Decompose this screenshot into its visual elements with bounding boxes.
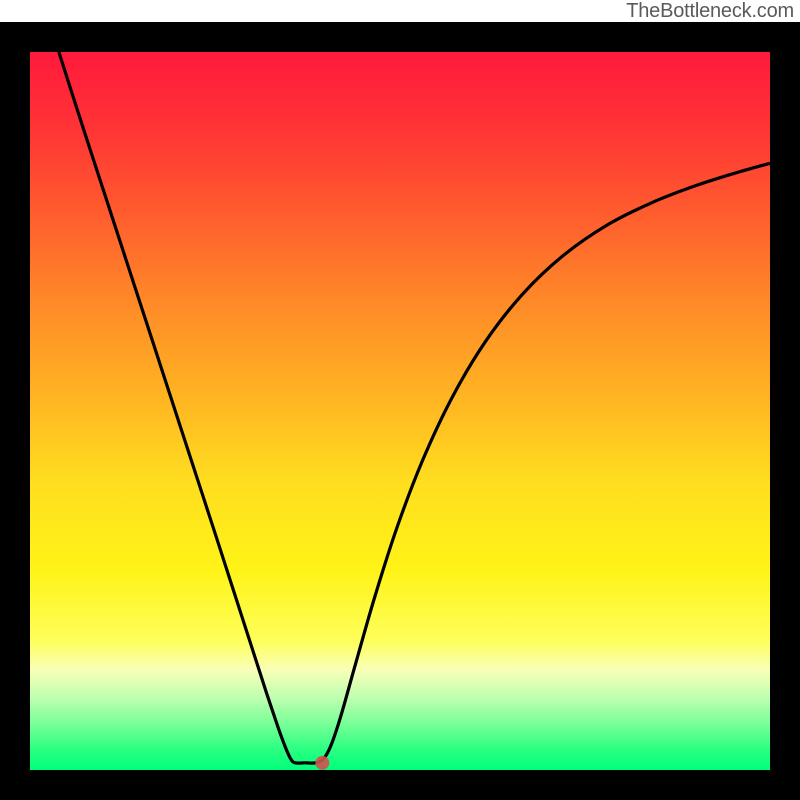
optimum-marker [315,756,329,770]
chart-container [0,0,800,800]
watermark-text: TheBottleneck.com [626,0,794,23]
chart-svg [0,0,800,800]
plot-background [30,52,770,770]
